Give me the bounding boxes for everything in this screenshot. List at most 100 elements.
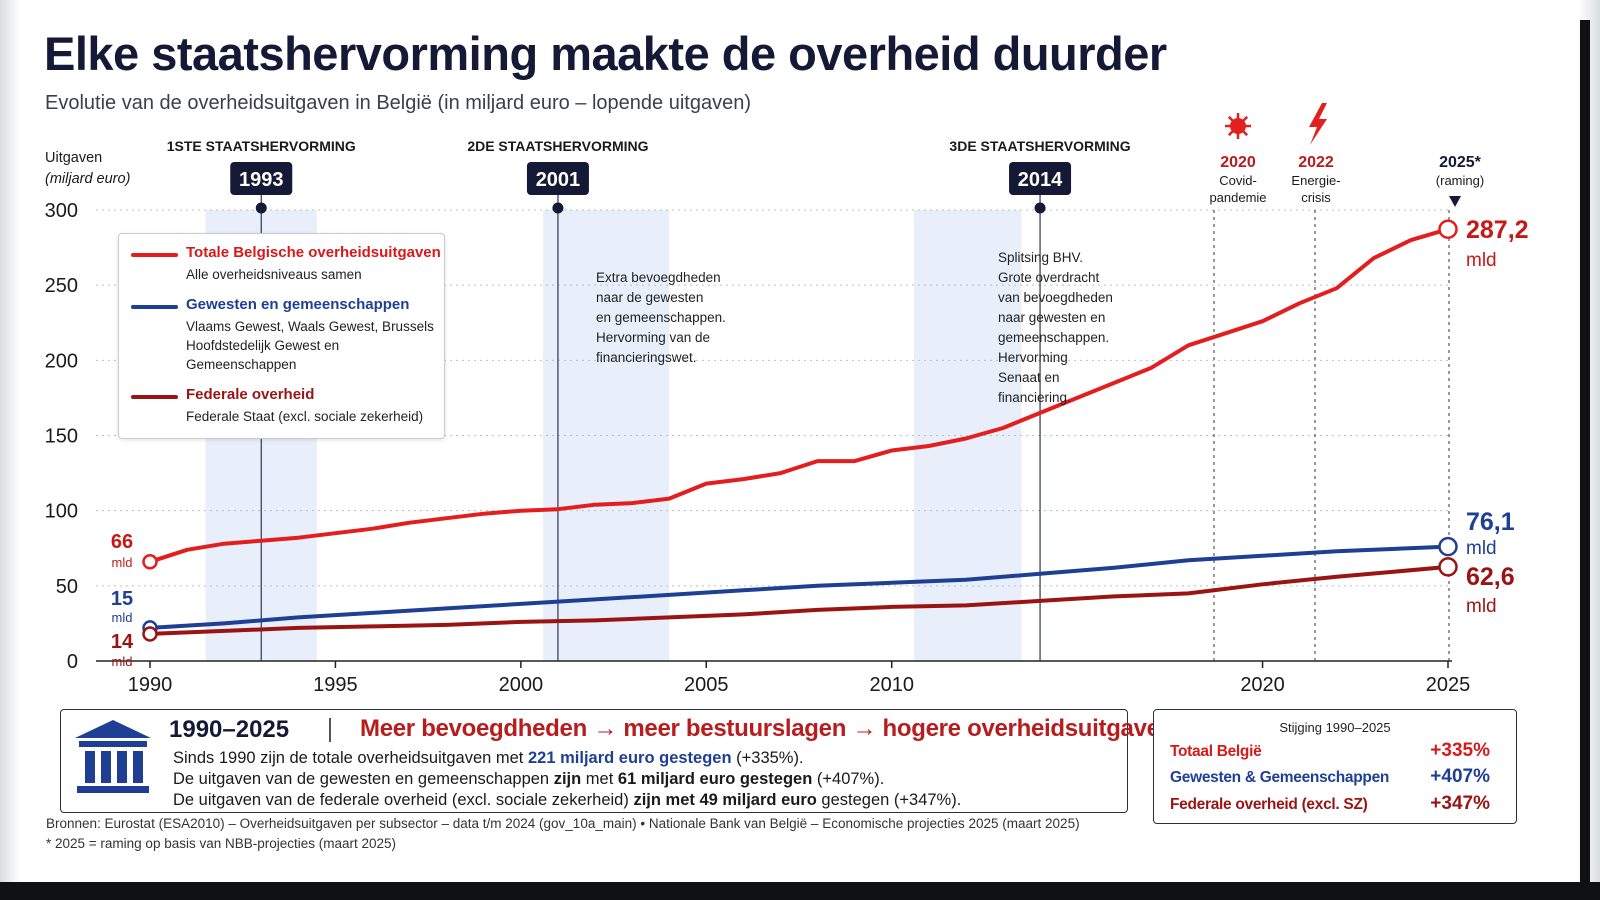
reform-dot-2014 bbox=[1034, 202, 1046, 214]
page-subtitle: Evolutie van de overheidsuitgaven in Bel… bbox=[45, 92, 751, 114]
reform-heading-1993: 1STE STAATSHERVORMING bbox=[167, 138, 356, 154]
event-label-2022-1: crisis bbox=[1301, 190, 1331, 205]
reform-note-2014-line: gemeenschappen. bbox=[998, 330, 1110, 345]
reform-note-2001: Extra bevoegdheden naar de gewesten en gem… bbox=[596, 268, 726, 368]
series-start-label-federal: 14 bbox=[111, 631, 134, 653]
x-tick-label-2010: 2010 bbox=[869, 674, 914, 696]
reform-note-2001-line: Hervorming van de bbox=[596, 330, 711, 345]
y-tick-label-250: 250 bbox=[45, 275, 78, 297]
y-axis-title: Uitgaven bbox=[45, 150, 102, 166]
series-end-unit-federal: mld bbox=[1466, 596, 1497, 617]
reform-note-2001-line: financieringswet. bbox=[596, 350, 697, 365]
reform-heading-2001: 2DE STAATSHERVORMING bbox=[467, 138, 648, 154]
legend-swatch-total bbox=[131, 253, 178, 257]
y-axis-unit: (miljard euro) bbox=[45, 171, 130, 187]
right-frame-bar bbox=[1580, 20, 1590, 885]
y-tick-label-0: 0 bbox=[67, 651, 78, 673]
arrow-down-icon bbox=[1449, 196, 1461, 207]
series-end-unit-regions: mld bbox=[1466, 538, 1497, 559]
series-line-total bbox=[148, 227, 1450, 564]
reform-note-2001-line: naar de gewesten bbox=[596, 290, 704, 305]
reform-dot-2001 bbox=[552, 202, 564, 214]
x-tick-label-2020: 2020 bbox=[1240, 674, 1285, 696]
virus-icon bbox=[1230, 118, 1246, 134]
series-end-unit-total: mld bbox=[1466, 250, 1497, 271]
stats-box: Stijging 1990–2025 Totaal België +335% Ge… bbox=[1153, 709, 1517, 824]
series-line-federal bbox=[148, 564, 1450, 636]
legend-swatch-regions bbox=[131, 305, 178, 309]
y-tick-label-100: 100 bbox=[45, 501, 78, 523]
y-tick-label-300: 300 bbox=[45, 200, 78, 222]
series-start-point-federal bbox=[142, 626, 158, 642]
x-tick-label-2025: 2025 bbox=[1426, 674, 1471, 696]
event-year-2022: 2022 bbox=[1298, 154, 1334, 171]
reform-dot-1993 bbox=[255, 202, 267, 214]
series-line-regions bbox=[148, 544, 1450, 630]
series-start-unit-total: mld bbox=[112, 555, 133, 570]
summary-line-1: Sinds 1990 zijn de totale overheidsuitga… bbox=[173, 749, 804, 767]
reform-note-2014-line: financiering. bbox=[998, 390, 1071, 405]
summary-line-2: De uitgaven van de gewesten en gemeensch… bbox=[173, 770, 885, 788]
series-start-unit-federal: mld bbox=[112, 654, 133, 669]
event-label-2020-0: Covid- bbox=[1219, 173, 1257, 188]
series-end-label-federal: 62,6 bbox=[1466, 563, 1515, 591]
summary-separator bbox=[329, 718, 331, 742]
summary-headline: Meer bevoegdheden → meer bestuurslagen →… bbox=[360, 715, 1175, 742]
series-end-point-total bbox=[1438, 219, 1458, 239]
x-tick-label-1990: 1990 bbox=[128, 674, 173, 696]
reform-year-badge-2001 bbox=[526, 162, 589, 195]
series-end-point-federal bbox=[1438, 557, 1458, 577]
reform-note-2014-line: Hervorming bbox=[998, 350, 1068, 365]
page-title: Elke staatshervorming maakte de overheid… bbox=[44, 27, 1167, 80]
reform-year-badge-1993 bbox=[230, 162, 293, 195]
footnote-text: * 2025 = raming op basis van NBB-project… bbox=[46, 836, 397, 851]
y-tick-label-150: 150 bbox=[45, 426, 78, 448]
x-tick-label-1995: 1995 bbox=[313, 674, 358, 696]
series-end-label-regions: 76,1 bbox=[1466, 508, 1515, 536]
y-tick-label-200: 200 bbox=[45, 350, 78, 372]
reform-note-2014-line: Grote overdracht bbox=[998, 270, 1100, 285]
left-edge-shadow bbox=[0, 0, 20, 900]
line-chart: 0 50 100 150 200 250 300 Uitgaven (miljard euro)… bbox=[45, 103, 1529, 696]
government-building-icon bbox=[75, 720, 151, 793]
lightning-icon bbox=[1309, 103, 1327, 145]
stats-title: Stijging 1990–2025 bbox=[1279, 720, 1391, 735]
reform-note-2014-line: van bevoegdheden bbox=[998, 290, 1113, 305]
legend-name-regions: Gewesten en gemeenschappen bbox=[186, 296, 410, 313]
reform-note-2001-line: en gemeenschappen. bbox=[596, 310, 726, 325]
summary-line-3: De uitgaven van de federale overheid (ex… bbox=[173, 791, 962, 809]
legend-desc-total: Alle overheidsniveaus samen bbox=[186, 267, 362, 282]
reform-note-2014-line: Splitsing BHV. bbox=[998, 250, 1084, 265]
chart-legend: Totale Belgische overheidsuitgaven Alle … bbox=[118, 233, 445, 439]
y-tick-label-50: 50 bbox=[56, 576, 78, 598]
legend-swatch-federal bbox=[131, 395, 178, 399]
reform-heading-2014: 3DE STAATSHERVORMING bbox=[949, 138, 1130, 154]
x-tick-label-2005: 2005 bbox=[684, 674, 729, 696]
series-start-label-regions: 15 bbox=[111, 588, 133, 610]
series-end-point-regions bbox=[1438, 536, 1458, 557]
series-start-label-total: 66 bbox=[111, 531, 133, 553]
series-start-unit-regions: mld bbox=[112, 610, 133, 625]
legend-name-total: Totale Belgische overheidsuitgaven bbox=[186, 244, 441, 261]
bottom-frame-bar bbox=[0, 882, 1600, 900]
event-label-2022-0: Energie- bbox=[1291, 173, 1340, 188]
event-year-2020: 2020 bbox=[1220, 154, 1256, 171]
x-tick-label-2000: 2000 bbox=[499, 674, 544, 696]
reform-year-label-2014: 2014 bbox=[1018, 169, 1063, 191]
reform-note-2001-line: Extra bevoegdheden bbox=[596, 270, 721, 285]
summary-years: 1990–2025 bbox=[169, 716, 290, 743]
series-end-label-total: 287,2 bbox=[1466, 216, 1529, 244]
reform-year-label-1993: 1993 bbox=[239, 169, 284, 191]
reform-note-2014: Splitsing BHV. Grote overdracht van bevoeg… bbox=[998, 248, 1113, 408]
event-label-2020-1: pandemie bbox=[1209, 190, 1266, 205]
summary-box: 1990–2025 Meer bevoegdheden → meer bestu… bbox=[60, 709, 1174, 813]
reform-note-2014-line: Senaat en bbox=[998, 370, 1060, 385]
series-start-point-total bbox=[142, 554, 158, 570]
reform-year-label-2001: 2001 bbox=[536, 169, 581, 191]
reform-note-2014-line: naar gewesten en bbox=[998, 310, 1106, 325]
legend-desc-regions: Vlaams Gewest, Waals Gewest, Brussels Ho… bbox=[186, 319, 434, 372]
legend-desc-federal: Federale Staat (excl. sociale zekerheid) bbox=[186, 409, 424, 424]
reform-year-badge-2014 bbox=[1009, 162, 1072, 195]
sources-text: Bronnen: Eurostat (ESA2010) – Overheidsu… bbox=[46, 816, 1080, 831]
